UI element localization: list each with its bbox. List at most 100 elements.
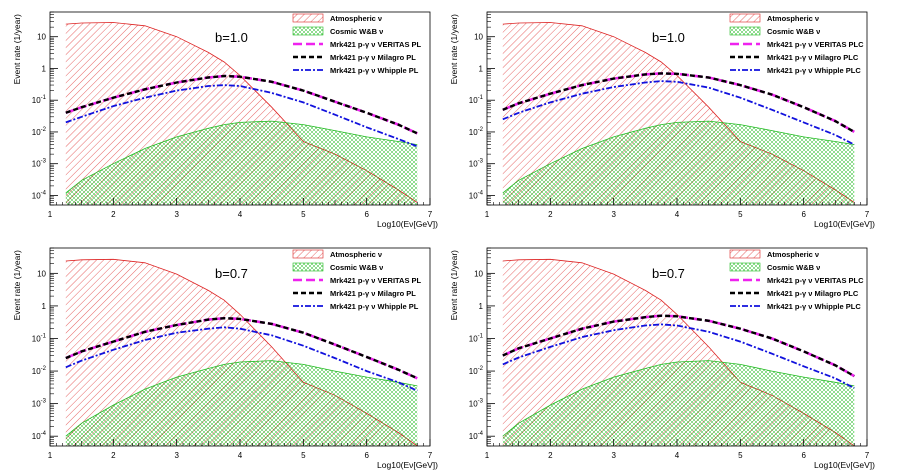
legend-label: Mrk421 p-γ ν Milagro PL [330, 53, 416, 62]
legend-label: Atmospheric ν [767, 250, 819, 259]
legend-label: Mrk421 p-γ ν VERITAS PLC [767, 276, 864, 285]
series-fill-cos [502, 121, 855, 205]
series-fill-cos [502, 360, 855, 446]
legend: Atmospheric ν Cosmic W&B ν Mrk421 p-γ ν VE… [729, 249, 864, 311]
legend-label: Mrk421 p-γ ν Milagro PLC [767, 289, 859, 298]
x-tick-label: 1 [48, 451, 53, 460]
y-tick-label: 10-4 [469, 431, 484, 441]
legend-label: Mrk421 p-γ ν Milagro PLC [767, 53, 859, 62]
legend-label: Atmospheric ν [330, 250, 382, 259]
x-tick-label: 3 [174, 451, 179, 460]
b-annotation: b=0.7 [215, 266, 248, 281]
b-annotation: b=1.0 [652, 30, 685, 45]
legend-label: Cosmic W&B ν [767, 263, 820, 272]
x-tick-label: 3 [174, 210, 179, 219]
chart-panel-top-left: 1 2 3 4 5 6 7 10-4 10-3 10-2 10-1 1 10 Log10(Eν[GeV])… [12, 11, 438, 229]
series-line-milagro [502, 72, 855, 133]
legend-label: Mrk421 p-γ ν Whipple PLC [767, 302, 861, 311]
x-tick-label: 4 [675, 451, 680, 460]
legend-swatch-atm [292, 13, 324, 23]
series-line-milagro [502, 314, 855, 378]
x-tick-label: 3 [611, 451, 616, 460]
y-tick-label: 10-4 [32, 431, 47, 441]
x-tick-label: 1 [485, 451, 490, 460]
y-tick-label: 10-1 [469, 333, 484, 343]
y-tick-label: 10-2 [469, 127, 484, 137]
legend-swatch-atm [292, 249, 324, 259]
series-line-cos [65, 120, 418, 194]
legend-label: Cosmic W&B ν [767, 27, 820, 36]
x-tick-label: 2 [548, 210, 553, 219]
x-tick-label: 3 [611, 210, 616, 219]
b-annotation: b=1.0 [215, 30, 248, 45]
y-tick-label: 10-3 [32, 399, 47, 409]
y-tick-label: 10-3 [469, 159, 484, 169]
series-line-cos [65, 360, 418, 437]
y-tick-label: 10-2 [469, 366, 484, 376]
legend: Atmospheric ν Cosmic W&B ν Mrk421 p-γ ν VE… [292, 249, 422, 311]
y-tick-label: 10-4 [32, 190, 47, 200]
b-annotation: b=0.7 [652, 266, 685, 281]
x-axis-label: Log10(Eν[GeV]) [814, 219, 875, 229]
legend-swatch-atm [729, 249, 761, 259]
x-tick-label: 5 [301, 451, 306, 460]
y-axis-label: Event rate (1/year) [12, 14, 22, 85]
x-tick-label: 4 [238, 210, 243, 219]
x-tick-label: 1 [485, 210, 490, 219]
x-tick-label: 4 [238, 451, 243, 460]
x-tick-label: 5 [738, 451, 743, 460]
y-tick-label: 10-2 [32, 127, 47, 137]
y-tick-label: 10-3 [32, 159, 47, 169]
y-tick-label: 10-1 [469, 95, 484, 105]
series-line-cos [502, 120, 855, 194]
y-tick-label: 10-3 [469, 399, 484, 409]
x-tick-label: 6 [364, 210, 369, 219]
x-tick-label: 7 [428, 451, 433, 460]
y-tick-label: 10 [474, 33, 483, 42]
legend: Atmospheric ν Cosmic W&B ν Mrk421 p-γ ν VE… [292, 13, 422, 75]
x-tick-label: 7 [865, 451, 870, 460]
x-axis-label: Log10(Eν[GeV]) [377, 219, 438, 229]
y-tick-label: 1 [42, 64, 47, 73]
y-tick-label: 10 [474, 269, 483, 278]
x-tick-label: 7 [865, 210, 870, 219]
x-tick-label: 2 [111, 210, 116, 219]
legend-swatch-cos [729, 26, 761, 36]
series-line-whipple [502, 323, 855, 389]
legend-label: Mrk421 p-γ ν Whipple PLC [767, 66, 861, 75]
y-tick-label: 10-1 [32, 95, 47, 105]
y-tick-label: 1 [479, 64, 484, 73]
legend-label: Mrk421 p-γ ν Whipple PL [330, 66, 419, 75]
x-tick-label: 2 [548, 451, 553, 460]
y-tick-label: 1 [42, 302, 47, 311]
chart-panel-top-right: 1 2 3 4 5 6 7 10-4 10-3 10-2 10-1 1 10 Log10(Eν[GeV])… [450, 11, 875, 229]
x-tick-label: 5 [738, 210, 743, 219]
legend-label: Mrk421 p-γ ν VERITAS PL [330, 40, 422, 49]
y-tick-label: 10-4 [469, 190, 484, 200]
y-axis-label: Event rate (1/year) [450, 250, 459, 321]
legend-label: Mrk421 p-γ ν VERITAS PL [330, 276, 422, 285]
series-line-milagro [65, 74, 418, 135]
chart-panel-bottom-right: 1 2 3 4 5 6 7 10-4 10-3 10-2 10-1 1 10 Log10(Eν[GeV])… [450, 247, 875, 470]
x-tick-label: 4 [675, 210, 680, 219]
y-tick-label: 10 [37, 269, 46, 278]
series-line-milagro [65, 316, 418, 380]
series-line-whipple [65, 84, 418, 148]
x-tick-label: 6 [801, 210, 806, 219]
x-tick-label: 2 [111, 451, 116, 460]
y-tick-label: 10 [37, 33, 46, 42]
legend-label: Mrk421 p-γ ν Milagro PL [330, 289, 416, 298]
series-fill-cos [65, 360, 418, 446]
legend-label: Atmospheric ν [330, 14, 382, 23]
series-line-cos [502, 360, 855, 437]
legend-swatch-atm [729, 13, 761, 23]
legend-label: Cosmic W&B ν [330, 27, 383, 36]
legend-label: Mrk421 p-γ ν VERITAS PLC [767, 40, 864, 49]
legend-swatch-cos [729, 262, 761, 272]
x-tick-label: 7 [428, 210, 433, 219]
x-tick-label: 6 [364, 451, 369, 460]
legend-label: Atmospheric ν [767, 14, 819, 23]
x-tick-label: 5 [301, 210, 306, 219]
legend-label: Mrk421 p-γ ν Whipple PL [330, 302, 419, 311]
